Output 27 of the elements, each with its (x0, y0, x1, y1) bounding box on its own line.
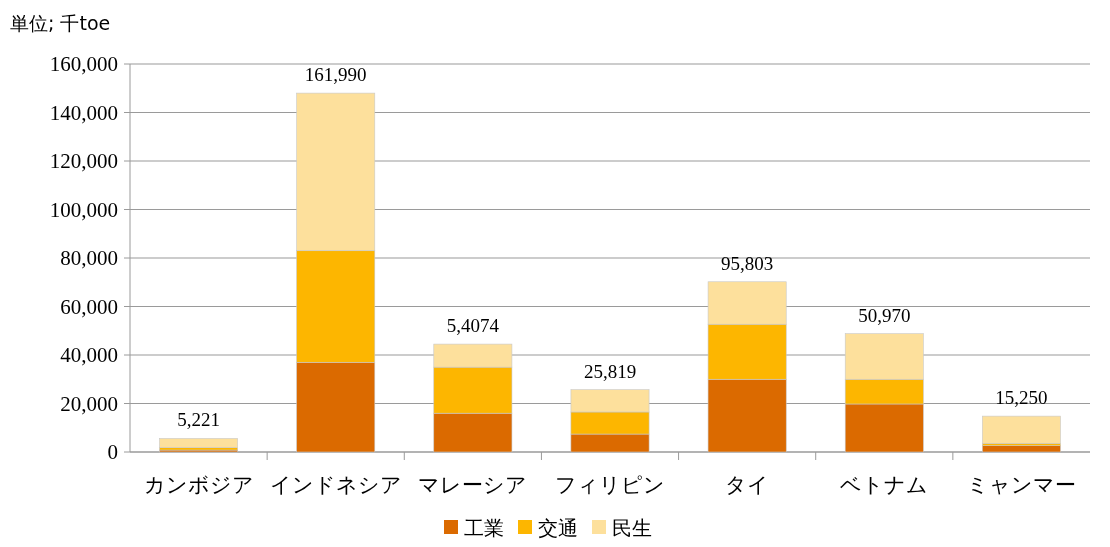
y-tick-label: 0 (107, 440, 118, 465)
annotation: 50,970 (858, 304, 911, 326)
y-tick-label: 80,000 (60, 246, 118, 271)
annotation: 95,803 (721, 252, 774, 274)
x-tick-label: マレーシア (418, 473, 528, 497)
annotation: 161,990 (304, 64, 367, 86)
annotation: 25,819 (583, 360, 637, 382)
x-tick-label: ベトナム (840, 473, 929, 497)
annotation: 5,4074 (446, 315, 500, 337)
legend-label: 民生 (612, 516, 652, 540)
y-tick-label: 120,000 (49, 149, 118, 174)
y-tick-label: 160,000 (49, 52, 118, 77)
x-tick-label: カンボジア (143, 473, 254, 497)
x-tick-label: インドネシア (269, 473, 402, 497)
x-tick-label: ミャンマー (966, 473, 1076, 497)
y-tick-label: 60,000 (60, 294, 118, 319)
y-tick-label: 40,000 (60, 343, 118, 368)
legend-label: 交通 (538, 516, 578, 540)
annotation: 5,221 (177, 409, 220, 431)
y-tick-label: 140,000 (49, 100, 118, 125)
y-tick-label: 100,000 (49, 197, 118, 222)
annotation: 15,250 (995, 387, 1048, 409)
y-axis-title: 単位; 千toe (10, 12, 111, 34)
y-tick-label: 20,000 (60, 391, 118, 416)
x-tick-label: タイ (725, 473, 770, 497)
x-tick-label: フィリピン (555, 473, 665, 497)
legend-label: 工業 (464, 516, 504, 540)
